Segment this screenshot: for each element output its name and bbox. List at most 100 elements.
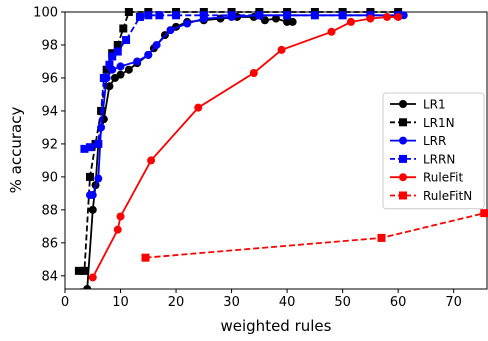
- data-point: [88, 205, 97, 214]
- data-point: [94, 174, 103, 183]
- data-point: [105, 60, 114, 69]
- data-point: [183, 19, 192, 28]
- y-tick-label: 94: [41, 104, 58, 119]
- x-tick-label: 30: [223, 295, 240, 310]
- data-point: [366, 14, 375, 23]
- series-line: [145, 212, 485, 259]
- x-tick-label: 40: [279, 295, 296, 310]
- data-point: [338, 11, 347, 20]
- data-point: [133, 57, 142, 66]
- data-point: [80, 266, 89, 275]
- series-lrrn: [80, 11, 403, 153]
- data-point: [74, 266, 83, 275]
- data-point: [122, 36, 131, 45]
- legend-item: LR1: [390, 98, 446, 112]
- data-point: [155, 11, 164, 20]
- data-point: [144, 11, 153, 20]
- data-point: [119, 24, 128, 33]
- data-point: [327, 27, 336, 36]
- legend: LR1 LR1N LRR LRRN RuleFit RuleFitN: [382, 92, 485, 210]
- data-point: [105, 82, 114, 91]
- series-lrr: [85, 11, 408, 200]
- series-line: [91, 16, 399, 278]
- data-point: [113, 225, 122, 234]
- data-point: [116, 212, 125, 221]
- data-point: [272, 14, 280, 23]
- data-point: [88, 273, 97, 282]
- data-point: [141, 253, 150, 262]
- series-line: [89, 14, 404, 196]
- legend-marker: [399, 154, 407, 163]
- x-tick-label: 60: [390, 295, 407, 310]
- legend-label: LRR: [423, 134, 446, 148]
- data-point: [383, 12, 392, 21]
- data-point: [310, 11, 319, 20]
- data-point: [116, 62, 125, 71]
- data-point: [97, 123, 106, 132]
- series-group: [74, 8, 488, 289]
- data-point: [283, 11, 292, 20]
- series-rulefit: [88, 12, 403, 282]
- legend-marker: [399, 173, 407, 182]
- data-point: [166, 26, 175, 35]
- data-point: [85, 143, 94, 152]
- legend-marker: [399, 100, 407, 108]
- data-point: [79, 288, 84, 289]
- data-point: [194, 103, 203, 112]
- data-point: [88, 191, 97, 200]
- y-tick-label: 96: [41, 71, 58, 86]
- series-line: [84, 14, 399, 150]
- data-point: [227, 11, 236, 20]
- data-point: [99, 73, 108, 82]
- data-point: [144, 50, 153, 59]
- data-point: [80, 144, 89, 153]
- y-tick-label: 86: [41, 236, 58, 251]
- data-point: [152, 40, 161, 49]
- data-point: [102, 65, 111, 74]
- legend-label: LR1N: [423, 116, 455, 130]
- y-tick-label: 100: [33, 6, 58, 21]
- data-point: [288, 17, 297, 26]
- x-tick-label: 20: [168, 295, 185, 310]
- data-point: [124, 8, 133, 16]
- data-point: [277, 45, 286, 54]
- data-point: [113, 47, 122, 56]
- y-tick-label: 90: [41, 170, 58, 185]
- data-point: [116, 70, 125, 79]
- data-point: [85, 172, 94, 181]
- legend-item: LRRN: [390, 152, 455, 166]
- data-point: [346, 17, 355, 26]
- data-point: [113, 40, 122, 49]
- data-point: [94, 139, 103, 148]
- data-point: [83, 285, 92, 289]
- series-line: [78, 11, 399, 272]
- series-layer: [74, 8, 488, 289]
- data-point: [147, 156, 156, 165]
- legend-label: LRRN: [423, 152, 455, 166]
- data-point: [172, 11, 181, 20]
- x-tick-label: 0: [61, 295, 69, 310]
- data-point: [199, 11, 208, 20]
- data-point: [108, 52, 117, 61]
- legend-item: LR1N: [390, 116, 455, 130]
- y-tick-label: 88: [41, 203, 58, 218]
- y-tick-label: 84: [41, 269, 58, 284]
- legend-marker: [399, 118, 407, 127]
- legend-label: RuleFitN: [423, 189, 472, 203]
- legend-marker: [399, 136, 407, 145]
- series-rulefitn: [141, 209, 488, 262]
- series-lr1n: [74, 8, 403, 275]
- y-tick-label: 92: [41, 137, 58, 152]
- data-point: [377, 233, 386, 242]
- data-point: [249, 69, 258, 78]
- x-tick-label: 50: [334, 295, 351, 310]
- data-point: [124, 65, 133, 74]
- tick-layer: 0 10 20 30 40 50 60 70 84 86 88 90 92 94 96 98 100: [33, 6, 462, 311]
- data-point: [283, 17, 292, 26]
- legend-item: RuleFitN: [390, 189, 472, 203]
- x-tick-label: 70: [445, 295, 462, 310]
- data-point: [394, 12, 403, 21]
- legend-item: RuleFit: [390, 171, 463, 185]
- data-point: [135, 12, 144, 21]
- legend-item: LRR: [390, 134, 446, 148]
